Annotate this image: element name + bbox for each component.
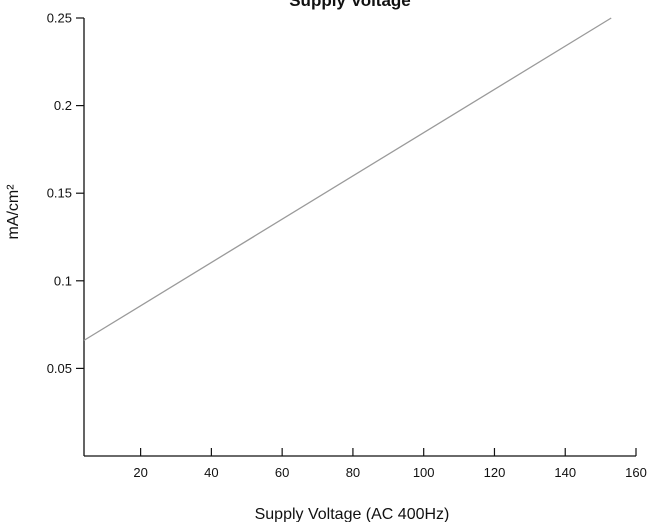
x-tick-label: 80 (346, 465, 360, 480)
chart-title: Supply Voltage (289, 0, 411, 10)
y-tick-label: 0.05 (47, 361, 72, 376)
y-tick-label: 0.1 (54, 273, 72, 288)
y-tick-label: 0.25 (47, 11, 72, 26)
x-tick-label: 40 (204, 465, 218, 480)
y-tick-label: 0.2 (54, 98, 72, 113)
series-line (83, 17, 612, 341)
x-tick-label: 20 (133, 465, 147, 480)
x-tick-label: 160 (625, 465, 647, 480)
x-tick-label: 100 (413, 465, 435, 480)
x-axis-title: Supply Voltage (AC 400Hz) (255, 506, 450, 522)
y-tick-label: 0.15 (47, 186, 72, 201)
x-tick-group: 20 40 60 80 100 120 140 160 (133, 448, 647, 480)
series-layer (83, 17, 612, 341)
x-tick-label: 140 (554, 465, 576, 480)
x-tick-label: 60 (275, 465, 289, 480)
x-tick-label: 120 (484, 465, 506, 480)
y-axis-title: mA/cm² (5, 184, 22, 240)
y-tick-group: 0.05 0.1 0.15 0.2 0.25 (47, 11, 84, 376)
